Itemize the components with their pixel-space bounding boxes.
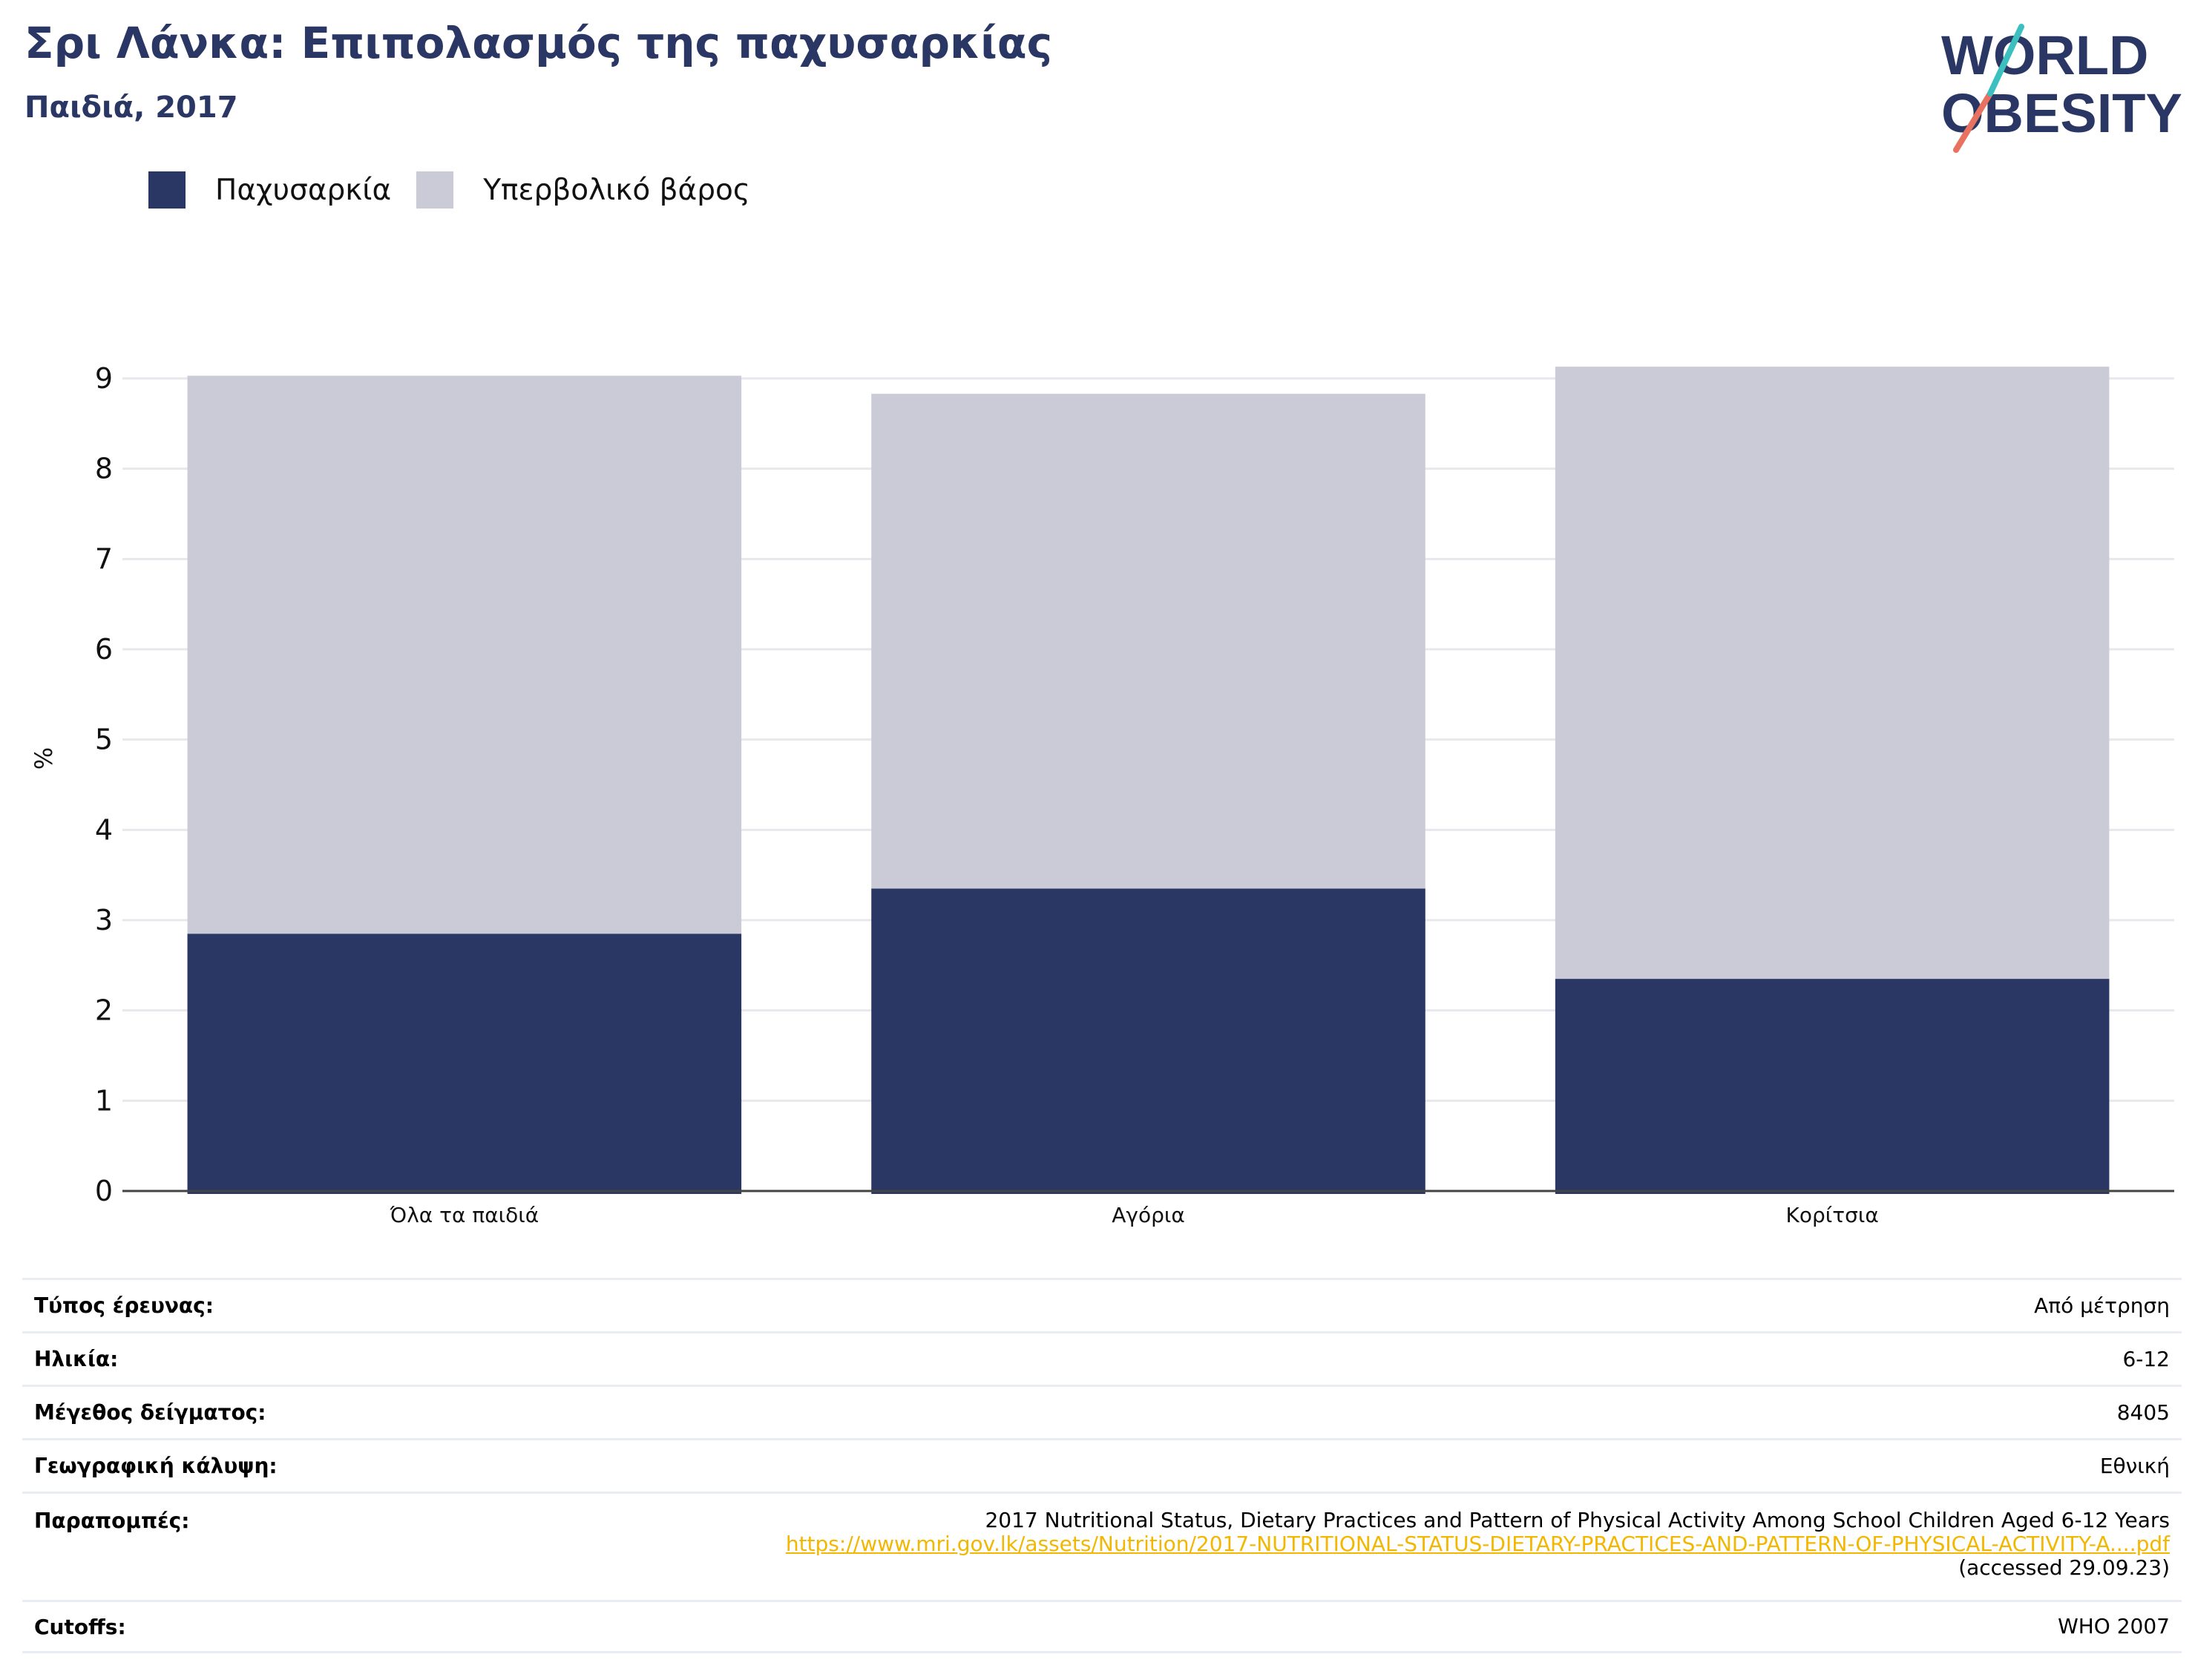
survey-details: Τύπος έρευνας: Από μέτρηση Ηλικία: 6-12 …: [22, 1278, 2182, 1653]
x-tick-label: Αγόρια: [1112, 1203, 1185, 1227]
bar-overweight: [1555, 367, 2110, 980]
stacked-bar-chart: % 0 1 2 3 4 5 6 7 8 9 Όλα τα παιδιά Αγόρια Κορίτσια: [30, 362, 2174, 1227]
details-row-references: Παραπομπές: 2017 Nutritional Status, Die…: [22, 1492, 2182, 1600]
details-row-sample-size: Μέγεθος δείγματος: 8405: [22, 1385, 2182, 1438]
y-tick-label: 7: [95, 542, 113, 575]
y-tick-label: 1: [95, 1084, 113, 1117]
references-value: 2017 Nutritional Status, Dietary Practic…: [786, 1509, 2170, 1580]
legend-item-obesity[interactable]: Παχυσαρκία: [148, 171, 391, 209]
y-tick-label: 0: [95, 1175, 113, 1207]
bar-overweight: [871, 393, 1425, 889]
y-tick-label: 2: [95, 994, 113, 1027]
y-tick-label: 9: [95, 362, 113, 395]
age-value: 6-12: [2122, 1346, 2170, 1371]
bar-obesity: [187, 933, 742, 1194]
reference-title: 2017 Nutritional Status, Dietary Practic…: [985, 1508, 2170, 1532]
details-row-age: Ηλικία: 6-12: [22, 1331, 2182, 1385]
survey-type-label: Τύπος έρευνας:: [34, 1293, 214, 1318]
legend-label-obesity: Παχυσαρκία: [215, 173, 392, 207]
coverage-label: Γεωγραφική κάλυψη:: [34, 1454, 278, 1478]
y-tick-label: 6: [95, 633, 113, 666]
bar-obesity: [871, 888, 1425, 1194]
y-axis-label: %: [30, 747, 58, 770]
y-tick-label: 4: [95, 813, 113, 846]
reference-accessed: (accessed 29.09.23): [1958, 1555, 2170, 1580]
details-row-cutoffs: Cutoffs: WHO 2007: [22, 1600, 2182, 1653]
x-tick-label: Όλα τα παιδιά: [389, 1203, 539, 1227]
svg-text:WORLD: WORLD: [1941, 24, 2149, 86]
age-label: Ηλικία:: [34, 1347, 119, 1371]
chart-legend: Παχυσαρκία Υπερβολικό βάρος: [148, 169, 775, 211]
legend-item-overweight[interactable]: Υπερβολικό βάρος: [416, 171, 750, 209]
cutoffs-value: WHO 2007: [2058, 1614, 2170, 1638]
legend-swatch-obesity: [148, 171, 186, 209]
chart-subtitle: Παιδιά, 2017: [24, 91, 238, 125]
sample-size-label: Μέγεθος δείγματος:: [34, 1400, 266, 1425]
sample-size-value: 8405: [2116, 1400, 2170, 1425]
bar-obesity: [1555, 979, 2110, 1194]
legend-swatch-overweight: [416, 171, 454, 209]
legend-label-overweight: Υπερβολικό βάρος: [483, 173, 750, 207]
bar-overweight: [187, 375, 742, 934]
coverage-value: Εθνική: [2099, 1453, 2170, 1478]
y-tick-label: 5: [95, 723, 113, 756]
reference-link[interactable]: https://www.mri.gov.lk/assets/Nutrition/…: [785, 1532, 2170, 1556]
world-obesity-logo: WORLD OBESITY: [1941, 24, 2182, 153]
y-tick-label: 8: [95, 453, 113, 485]
cutoffs-label: Cutoffs:: [34, 1614, 126, 1639]
survey-type-value: Από μέτρηση: [2034, 1293, 2170, 1318]
details-row-coverage: Γεωγραφική κάλυψη: Εθνική: [22, 1438, 2182, 1492]
x-tick-label: Κορίτσια: [1786, 1203, 1879, 1227]
details-row-survey-type: Τύπος έρευνας: Από μέτρηση: [22, 1278, 2182, 1331]
chart-title: Σρι Λάνκα: Επιπολασμός της παχυσαρκίας: [24, 18, 1053, 68]
y-tick-label: 3: [95, 904, 113, 936]
references-label: Παραπομπές:: [34, 1509, 190, 1533]
